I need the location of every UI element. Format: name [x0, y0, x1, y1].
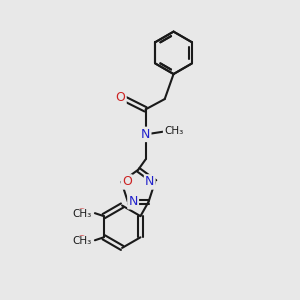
- Text: N: N: [145, 176, 154, 188]
- Text: N: N: [128, 195, 138, 208]
- Text: CH₃: CH₃: [73, 209, 92, 219]
- Text: N: N: [141, 128, 150, 141]
- Text: O: O: [116, 91, 125, 104]
- Text: CH₃: CH₃: [73, 236, 92, 246]
- Text: CH₃: CH₃: [164, 126, 183, 136]
- Text: O: O: [77, 234, 87, 247]
- Text: O: O: [77, 207, 87, 220]
- Text: O: O: [122, 176, 132, 188]
